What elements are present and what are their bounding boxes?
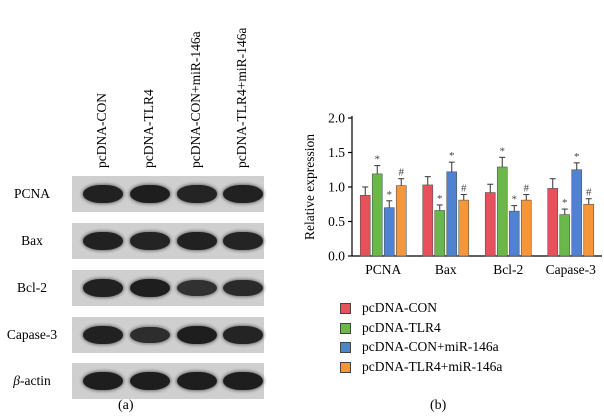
- legend-swatch: [340, 322, 351, 334]
- legend-label: pcDNA-TLR4+miR-146a: [362, 358, 503, 374]
- significance-mark: *: [387, 189, 393, 201]
- lane-label: pcDNA-TLR4: [141, 89, 156, 168]
- bar: [458, 199, 470, 257]
- blot-band: [130, 279, 170, 297]
- significance-mark: *: [574, 151, 580, 163]
- significance-mark: *: [512, 194, 518, 206]
- blot-band: [130, 372, 170, 390]
- significance-mark: *: [375, 154, 381, 166]
- bar: [383, 207, 395, 257]
- significance-mark: #: [461, 183, 467, 195]
- blot-band: [177, 280, 217, 296]
- lane-label: pcDNA-CON+miR-146a: [188, 31, 203, 168]
- lane-label: pcDNA-TLR4+miR-146a: [234, 27, 249, 168]
- blot-band: [130, 326, 170, 344]
- blot-band: [130, 185, 170, 203]
- y-tick-label: 0.5: [328, 214, 345, 229]
- blot-band: [177, 326, 217, 344]
- bar: [559, 214, 571, 257]
- bar: [434, 210, 446, 257]
- western-blot-panel: pcDNA-CON pcDNA-TLR4 pcDNA-CON+miR-146a pcD…: [0, 0, 290, 420]
- bar: [359, 194, 371, 257]
- blot-row-label: Bcl-2: [17, 280, 47, 295]
- blot-band: [177, 372, 217, 390]
- bar: [520, 199, 532, 257]
- lane-label: pcDNA-CON: [94, 93, 109, 168]
- blot-row-label: Capase-3: [6, 327, 58, 342]
- legend-label: pcDNA-CON+miR-146a: [362, 339, 499, 354]
- y-axis-title: Relative expression: [302, 134, 317, 240]
- blot-band: [130, 232, 170, 250]
- x-tick-label: Capase-3: [546, 262, 596, 277]
- x-tick-label: Bax: [435, 262, 457, 277]
- significance-mark: *: [500, 145, 506, 157]
- blot-band: [177, 185, 217, 203]
- blot-band: [83, 326, 123, 344]
- bar: [571, 169, 583, 257]
- blot-band: [177, 232, 217, 250]
- blot-band: [83, 185, 123, 203]
- legend-label: pcDNA-TLR4: [362, 319, 441, 335]
- blot-row-label: PCNA: [13, 186, 50, 201]
- blot-band: [223, 185, 263, 203]
- y-tick-label: 1.5: [328, 145, 345, 160]
- bar: [422, 184, 434, 257]
- blot-band: [223, 232, 263, 250]
- blot-row-label-rest: -actin: [20, 373, 51, 388]
- legend-label: pcDNA-CON: [362, 300, 437, 315]
- blot-row-label: β-actin: [0, 373, 64, 389]
- x-tick-label: PCNA: [365, 262, 401, 277]
- bar: [446, 171, 458, 257]
- bar: [547, 188, 559, 257]
- panel-label-b: (b): [430, 398, 447, 413]
- y-tick-label: 1.0: [328, 180, 345, 195]
- bar: [371, 173, 383, 257]
- blot-row-label-italic: β: [13, 373, 20, 388]
- blot-row-label: Bax: [21, 233, 43, 248]
- legend-swatch: [340, 342, 351, 353]
- blot-band: [83, 232, 123, 250]
- blot-band: [223, 279, 263, 297]
- x-tick-label: Bcl-2: [493, 262, 523, 277]
- significance-mark: #: [524, 183, 530, 195]
- legend-swatch: [340, 303, 351, 314]
- significance-mark: *: [437, 193, 443, 205]
- bar: [583, 203, 595, 257]
- legend-swatch: [340, 361, 351, 373]
- significance-mark: *: [562, 197, 568, 209]
- y-tick-label: 0.0: [328, 249, 345, 264]
- blot-band: [83, 372, 123, 390]
- bar-chart: 0.0 0.5 1.0 1.5 2.0 Relative expression * * # PCN…: [302, 111, 602, 277]
- y-tick-label: 2.0: [328, 111, 345, 126]
- panel-label-a: (a): [118, 398, 134, 413]
- bar: [496, 166, 508, 257]
- bar: [484, 192, 496, 257]
- blot-band: [83, 279, 123, 297]
- blot-band: [223, 372, 263, 390]
- bar: [395, 185, 407, 257]
- significance-mark: #: [399, 167, 405, 179]
- bar: [508, 210, 520, 257]
- significance-mark: #: [586, 187, 592, 199]
- significance-mark: *: [449, 150, 455, 162]
- blot-band: [223, 326, 263, 344]
